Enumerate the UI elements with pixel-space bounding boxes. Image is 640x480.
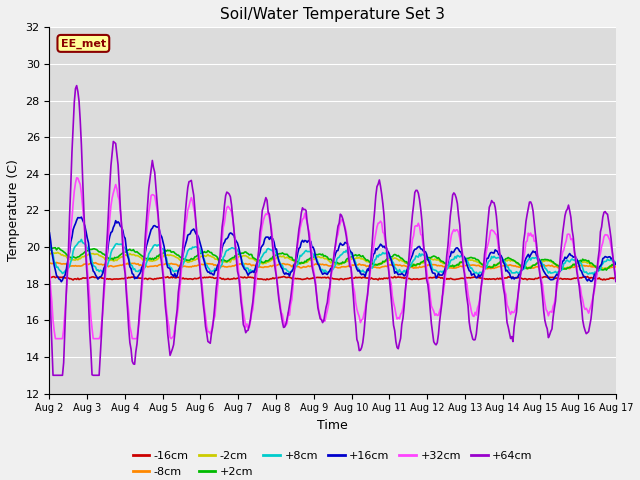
-2cm	[463, 258, 470, 264]
+8cm	[589, 271, 597, 277]
+16cm	[77, 214, 85, 220]
+32cm	[287, 301, 294, 307]
+16cm	[563, 256, 570, 262]
-8cm	[612, 264, 620, 270]
+2cm	[561, 266, 569, 272]
Text: EE_met: EE_met	[61, 38, 106, 48]
-16cm	[69, 277, 77, 283]
Line: -8cm: -8cm	[49, 263, 616, 269]
-2cm	[45, 252, 53, 257]
Legend: -16cm, -8cm, -2cm, +2cm, +8cm, +16cm, +32cm, +64cm: -16cm, -8cm, -2cm, +2cm, +8cm, +16cm, +3…	[128, 447, 537, 480]
+16cm	[224, 234, 232, 240]
-2cm	[223, 259, 230, 265]
X-axis label: Time: Time	[317, 419, 348, 432]
+32cm	[365, 282, 372, 288]
+16cm	[45, 230, 53, 236]
Line: +64cm: +64cm	[49, 85, 616, 375]
+8cm	[391, 264, 399, 270]
+8cm	[223, 247, 230, 253]
+64cm	[612, 278, 620, 284]
-16cm	[464, 275, 472, 281]
+2cm	[364, 257, 371, 263]
-16cm	[432, 274, 440, 279]
+8cm	[561, 260, 569, 266]
+16cm	[612, 262, 620, 267]
-8cm	[561, 265, 569, 271]
-2cm	[54, 250, 61, 255]
+8cm	[463, 257, 470, 263]
-8cm	[463, 263, 470, 268]
Y-axis label: Temperature (C): Temperature (C)	[7, 159, 20, 262]
+64cm	[224, 190, 232, 196]
+64cm	[563, 208, 570, 214]
+32cm	[612, 272, 620, 277]
-16cm	[391, 274, 399, 279]
-16cm	[612, 275, 620, 281]
Line: +32cm: +32cm	[49, 178, 616, 339]
+32cm	[45, 264, 53, 270]
-8cm	[45, 261, 53, 266]
+64cm	[365, 278, 372, 284]
+32cm	[563, 238, 570, 244]
-8cm	[391, 262, 399, 268]
-2cm	[602, 266, 610, 272]
+64cm	[45, 278, 53, 284]
+8cm	[45, 240, 53, 246]
+32cm	[224, 204, 232, 209]
+32cm	[73, 175, 81, 181]
+8cm	[364, 268, 371, 274]
-16cm	[563, 276, 570, 282]
+8cm	[77, 237, 85, 242]
-8cm	[364, 263, 371, 269]
+32cm	[52, 336, 60, 342]
+64cm	[49, 372, 57, 378]
+64cm	[287, 295, 294, 301]
-8cm	[285, 262, 293, 268]
+2cm	[391, 252, 399, 257]
-16cm	[285, 275, 293, 280]
+2cm	[612, 260, 620, 265]
-8cm	[223, 264, 230, 270]
+2cm	[52, 245, 60, 251]
+2cm	[602, 267, 610, 273]
-8cm	[602, 266, 609, 272]
+2cm	[285, 254, 293, 260]
+64cm	[392, 339, 400, 345]
+16cm	[287, 269, 294, 275]
+16cm	[464, 265, 472, 271]
-16cm	[364, 275, 371, 281]
Line: +2cm: +2cm	[49, 248, 616, 270]
-2cm	[391, 255, 399, 261]
+2cm	[223, 259, 230, 264]
Line: +16cm: +16cm	[49, 217, 616, 282]
+64cm	[464, 303, 472, 309]
-2cm	[561, 265, 569, 271]
-2cm	[612, 260, 620, 266]
+16cm	[58, 279, 65, 285]
+16cm	[392, 269, 400, 275]
Line: -2cm: -2cm	[49, 252, 616, 269]
+8cm	[285, 270, 293, 276]
+32cm	[464, 291, 472, 297]
Line: -16cm: -16cm	[49, 276, 616, 280]
-16cm	[223, 276, 230, 282]
-2cm	[285, 256, 293, 262]
+64cm	[73, 83, 81, 88]
+8cm	[612, 260, 620, 265]
+2cm	[45, 247, 53, 253]
Line: +8cm: +8cm	[49, 240, 616, 274]
-2cm	[364, 259, 371, 264]
+32cm	[392, 311, 400, 317]
-16cm	[45, 275, 53, 280]
+2cm	[463, 255, 470, 261]
+16cm	[365, 267, 372, 273]
-8cm	[52, 260, 60, 265]
Title: Soil/Water Temperature Set 3: Soil/Water Temperature Set 3	[220, 7, 445, 22]
